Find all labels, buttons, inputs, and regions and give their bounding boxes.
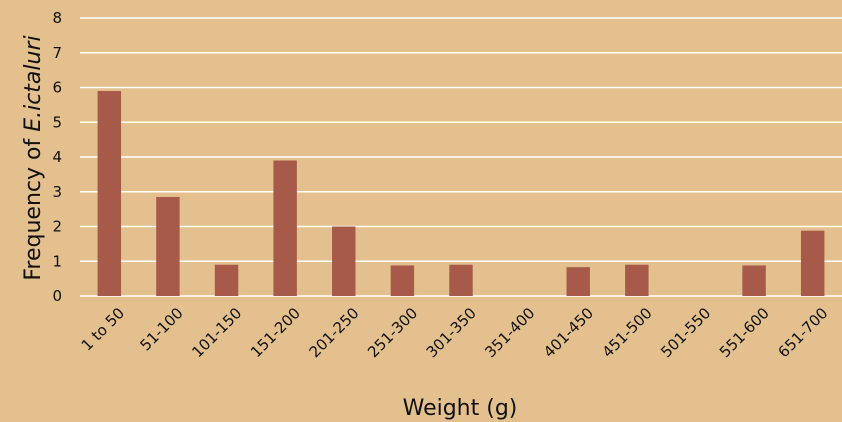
bar — [625, 264, 649, 296]
gridlines — [80, 17, 842, 297]
bar — [332, 226, 356, 296]
y-axis-title-prefix: Frequency of — [21, 132, 46, 281]
x-tick-label: 501-550 — [657, 304, 714, 361]
y-axis-title-species: E.ictaluri — [21, 35, 46, 131]
y-tick-label: 6 — [52, 79, 62, 97]
x-tick-label: 451-500 — [599, 304, 656, 361]
x-tick-label: 1 to 50 — [78, 304, 128, 354]
x-tick-label: 201-250 — [306, 304, 363, 361]
y-tick-label: 7 — [52, 44, 62, 62]
x-tick-label: 251-300 — [364, 304, 421, 361]
x-tick-label: 301-350 — [423, 304, 480, 361]
bar — [800, 230, 825, 296]
y-tick-label: 1 — [52, 252, 62, 270]
bar — [742, 265, 766, 296]
x-axis-title: Weight (g) — [403, 396, 518, 421]
y-tick-label: 0 — [52, 287, 62, 305]
y-tick-label: 2 — [52, 218, 62, 236]
y-tick-label: 4 — [52, 148, 62, 166]
x-tick-label: 551-600 — [716, 304, 773, 361]
bar — [449, 264, 473, 296]
y-axis-title: Frequency of E.ictaluri — [21, 35, 46, 280]
bar — [156, 196, 180, 296]
x-tick-label: 151-200 — [247, 304, 304, 361]
bar — [273, 160, 297, 296]
y-tick-label: 5 — [52, 113, 62, 131]
x-tick-label: 401-450 — [540, 304, 597, 361]
bar — [390, 265, 415, 296]
x-tick-label: 651-700 — [774, 304, 831, 361]
x-axis-ticks: 1 to 50 51-100 101-150 151-200 201-250 251-30… — [78, 304, 832, 361]
x-tick-label: 51-100 — [136, 304, 186, 354]
y-tick-label: 8 — [52, 9, 62, 27]
bar — [97, 90, 122, 296]
bar — [566, 267, 590, 296]
x-tick-label: 351-400 — [481, 304, 538, 361]
bars — [97, 90, 825, 296]
x-tick-label: 101-150 — [188, 304, 245, 361]
y-tick-label: 3 — [52, 183, 62, 201]
y-axis-ticks: 0 1 2 3 4 5 6 7 8 — [52, 9, 62, 305]
bar — [214, 264, 239, 296]
